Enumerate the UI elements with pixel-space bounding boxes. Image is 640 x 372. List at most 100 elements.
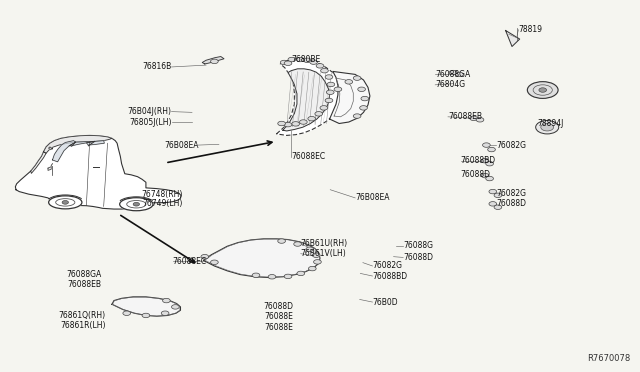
Circle shape (456, 72, 463, 77)
Circle shape (284, 61, 292, 65)
Circle shape (353, 76, 361, 80)
Polygon shape (15, 135, 181, 209)
Ellipse shape (120, 198, 153, 211)
Text: 76088D: 76088D (263, 302, 293, 311)
Text: 76088EB: 76088EB (448, 112, 482, 121)
Text: 76088E: 76088E (264, 323, 293, 332)
Text: 76B0D: 76B0D (372, 298, 398, 307)
Text: 7680BE: 7680BE (291, 55, 321, 64)
Circle shape (288, 57, 296, 62)
Text: 78819: 78819 (518, 25, 543, 34)
Text: 76804G: 76804G (435, 80, 465, 89)
Text: 76B08EA: 76B08EA (355, 193, 390, 202)
Circle shape (252, 273, 260, 278)
Text: 78894J: 78894J (538, 119, 564, 128)
Text: 76088D: 76088D (496, 199, 526, 208)
Polygon shape (112, 297, 180, 316)
Text: 76082G: 76082G (496, 141, 526, 150)
Text: 76B08EA: 76B08EA (164, 141, 198, 150)
Circle shape (315, 112, 323, 116)
Circle shape (310, 60, 317, 64)
Circle shape (476, 118, 484, 122)
Polygon shape (44, 135, 112, 153)
Polygon shape (52, 141, 76, 162)
Circle shape (306, 247, 314, 251)
Circle shape (292, 122, 300, 126)
Circle shape (312, 253, 320, 257)
Circle shape (488, 147, 495, 152)
Text: 76088GA: 76088GA (435, 70, 470, 79)
Ellipse shape (527, 82, 558, 99)
Circle shape (280, 60, 288, 65)
Circle shape (539, 88, 547, 92)
Text: 76088EC: 76088EC (173, 257, 207, 266)
Text: 76B04J(RH): 76B04J(RH) (127, 107, 172, 116)
Circle shape (334, 87, 342, 92)
Circle shape (494, 205, 502, 209)
Text: 76088BD: 76088BD (461, 156, 496, 165)
Polygon shape (86, 141, 104, 145)
Circle shape (296, 57, 304, 62)
Circle shape (278, 121, 285, 126)
Text: 76861Q(RH): 76861Q(RH) (58, 311, 106, 320)
Circle shape (325, 75, 333, 79)
Circle shape (358, 87, 365, 92)
Text: 76B61U(RH): 76B61U(RH) (301, 239, 348, 248)
Circle shape (483, 143, 490, 147)
Text: 76088GA: 76088GA (66, 270, 101, 279)
Text: 76805J(LH): 76805J(LH) (129, 118, 172, 126)
Circle shape (303, 58, 311, 62)
Text: 76088D: 76088D (403, 253, 433, 262)
Circle shape (308, 266, 316, 271)
Circle shape (62, 201, 68, 204)
Circle shape (360, 106, 367, 110)
Circle shape (449, 70, 457, 75)
Text: 76B61V(LH): 76B61V(LH) (301, 249, 346, 258)
Polygon shape (276, 59, 342, 135)
Circle shape (321, 68, 328, 73)
Polygon shape (330, 71, 370, 124)
Circle shape (297, 271, 305, 276)
Text: R7670078: R7670078 (587, 354, 630, 363)
Polygon shape (204, 239, 320, 278)
Circle shape (172, 305, 179, 309)
Circle shape (161, 311, 169, 315)
Text: 76861R(LH): 76861R(LH) (60, 321, 106, 330)
Text: 76088D: 76088D (461, 170, 491, 179)
Circle shape (284, 274, 292, 279)
Polygon shape (31, 152, 46, 173)
Circle shape (326, 90, 334, 94)
Polygon shape (506, 31, 520, 46)
Ellipse shape (49, 196, 82, 209)
Polygon shape (49, 147, 52, 150)
Circle shape (327, 82, 335, 87)
Polygon shape (48, 167, 51, 170)
Circle shape (470, 116, 477, 121)
Circle shape (536, 121, 559, 134)
Circle shape (308, 116, 316, 121)
Circle shape (486, 161, 493, 166)
Circle shape (294, 242, 301, 246)
Circle shape (314, 260, 321, 264)
Circle shape (361, 96, 369, 101)
Text: 76748(RH): 76748(RH) (141, 190, 182, 199)
Circle shape (316, 64, 324, 68)
Circle shape (325, 98, 333, 103)
Circle shape (486, 176, 493, 181)
Circle shape (481, 173, 489, 178)
Circle shape (211, 59, 218, 64)
Circle shape (211, 260, 218, 264)
Circle shape (320, 106, 328, 110)
Circle shape (133, 202, 140, 206)
Text: 76816B: 76816B (142, 62, 172, 71)
Circle shape (541, 124, 554, 131)
Circle shape (284, 122, 292, 127)
Circle shape (345, 80, 353, 84)
Text: 76082G: 76082G (372, 262, 403, 270)
Text: 76749(LH): 76749(LH) (142, 199, 182, 208)
Circle shape (494, 193, 502, 198)
Text: 76088BD: 76088BD (372, 272, 408, 280)
Polygon shape (283, 69, 330, 131)
Circle shape (163, 298, 170, 303)
Polygon shape (202, 57, 224, 64)
